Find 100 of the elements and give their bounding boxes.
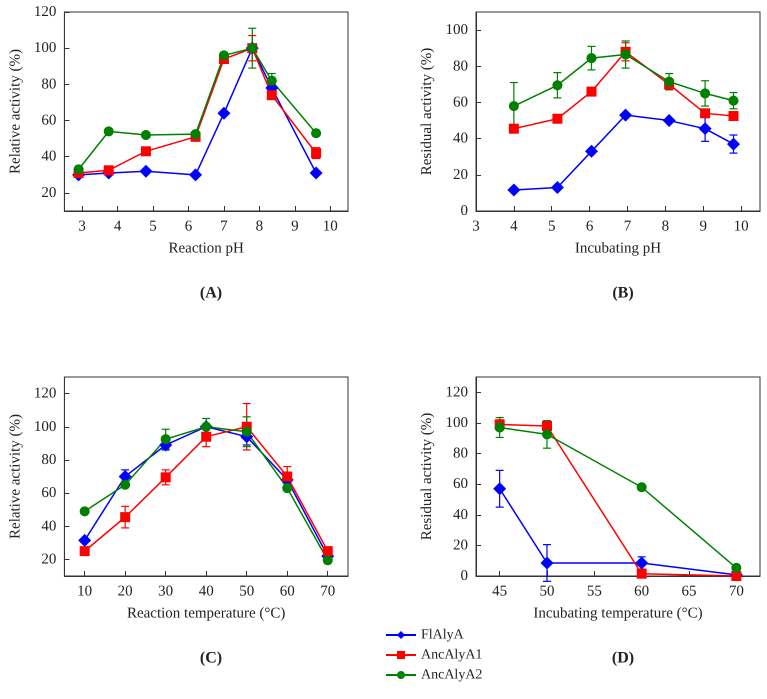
x-tick-label: 7 <box>220 218 228 234</box>
point <box>266 90 277 100</box>
point <box>140 146 151 156</box>
point <box>542 429 552 440</box>
point <box>664 76 674 87</box>
y-tick-label: 80 <box>41 452 56 468</box>
y-tick-label: 100 <box>446 22 468 38</box>
point <box>698 122 712 136</box>
x-tick-label: 9 <box>291 218 299 234</box>
x-tick-label: 6 <box>586 218 594 234</box>
x-tick-label: 10 <box>322 218 338 234</box>
text: (D) <box>612 650 634 666</box>
y-tick-label: 100 <box>446 414 468 431</box>
y-tick-label: 40 <box>453 506 468 523</box>
point <box>586 86 596 97</box>
legend-label: FlAlyA <box>421 628 465 642</box>
x-tick-label: 4 <box>114 218 122 234</box>
x-tick-label: 5 <box>548 218 556 234</box>
point <box>139 164 152 178</box>
point <box>508 101 519 112</box>
point <box>189 168 202 182</box>
y-axis-title: Relative activity (%) <box>8 49 24 174</box>
y-tick-label: 0 <box>460 203 468 219</box>
x-tick-label: 30 <box>158 584 174 600</box>
point <box>493 482 506 496</box>
y-tick-label: 60 <box>453 94 468 110</box>
x-tick-label: 6 <box>184 218 193 234</box>
point <box>120 480 130 490</box>
point <box>242 426 252 437</box>
point <box>700 108 710 118</box>
point <box>74 164 84 174</box>
y-axis-title: Residual activity (%) <box>419 48 436 176</box>
x-tick-label: 3 <box>472 218 480 234</box>
point <box>78 534 92 547</box>
y-tick-label: 80 <box>453 446 468 462</box>
point <box>731 562 742 573</box>
y-tick-label: 60 <box>41 112 56 129</box>
point <box>140 130 151 140</box>
y-tick-label: 20 <box>453 166 468 183</box>
point <box>217 106 230 120</box>
y-tick-label: 20 <box>453 537 468 554</box>
point <box>282 472 292 482</box>
point <box>619 108 632 122</box>
point <box>160 434 171 444</box>
x-tick-label: 40 <box>198 584 214 600</box>
point <box>266 76 277 86</box>
y-tick-label: 80 <box>41 76 56 92</box>
y-tick-label: 40 <box>41 148 56 165</box>
point <box>728 111 738 122</box>
point <box>728 96 738 106</box>
point <box>80 546 90 556</box>
point <box>104 165 114 176</box>
text: (B) <box>612 284 634 302</box>
point <box>160 472 171 482</box>
x-tick-label: 9 <box>699 218 707 234</box>
x-axis-title: Incubating pH <box>574 240 662 256</box>
x-tick-label: 8 <box>662 218 670 234</box>
point <box>201 432 212 442</box>
y-tick-label: 20 <box>41 184 56 201</box>
x-axis-title: Reaction pH <box>168 240 244 256</box>
y-tick-label: 40 <box>453 130 468 147</box>
point <box>80 506 90 516</box>
y-tick-label: 60 <box>453 476 468 492</box>
x-tick-label: 60 <box>280 584 295 600</box>
x-tick-label: 10 <box>734 218 749 234</box>
point <box>552 114 562 124</box>
point <box>494 422 505 433</box>
x-axis-title: Reaction temperature (°C) <box>126 606 286 622</box>
point <box>507 184 520 197</box>
text: (C) <box>200 650 222 666</box>
x-tick-label: 7 <box>624 218 632 234</box>
point <box>282 483 292 494</box>
point <box>662 114 676 128</box>
y-tick-label: 80 <box>453 58 468 74</box>
text: (A) <box>200 284 222 302</box>
legend-label: AncAlyA1 <box>421 648 482 662</box>
legend-label: AncAlyA2 <box>421 668 482 682</box>
y-tick-label: 100 <box>34 40 56 56</box>
point <box>636 568 647 579</box>
x-tick-label: 65 <box>682 584 696 600</box>
x-tick-label: 8 <box>256 218 264 234</box>
x-tick-label: 5 <box>149 218 157 234</box>
y-tick-label: 0 <box>460 568 468 584</box>
point <box>104 126 114 136</box>
point <box>636 482 647 492</box>
point <box>620 50 631 60</box>
x-tick-label: 50 <box>540 584 554 600</box>
point <box>552 80 562 90</box>
x-axis-title: Incubating temperature (°C) <box>533 606 703 622</box>
x-tick-label: 10 <box>77 584 92 600</box>
point <box>311 128 322 138</box>
y-axis-title: Residual activity (%) <box>419 412 436 540</box>
x-tick-label: 45 <box>492 584 508 600</box>
x-tick-label: 50 <box>239 584 254 600</box>
point <box>550 180 564 194</box>
point <box>584 144 598 158</box>
x-tick-label: 60 <box>634 584 650 600</box>
y-tick-label: 120 <box>34 4 56 20</box>
point <box>726 138 740 151</box>
point <box>322 546 333 556</box>
